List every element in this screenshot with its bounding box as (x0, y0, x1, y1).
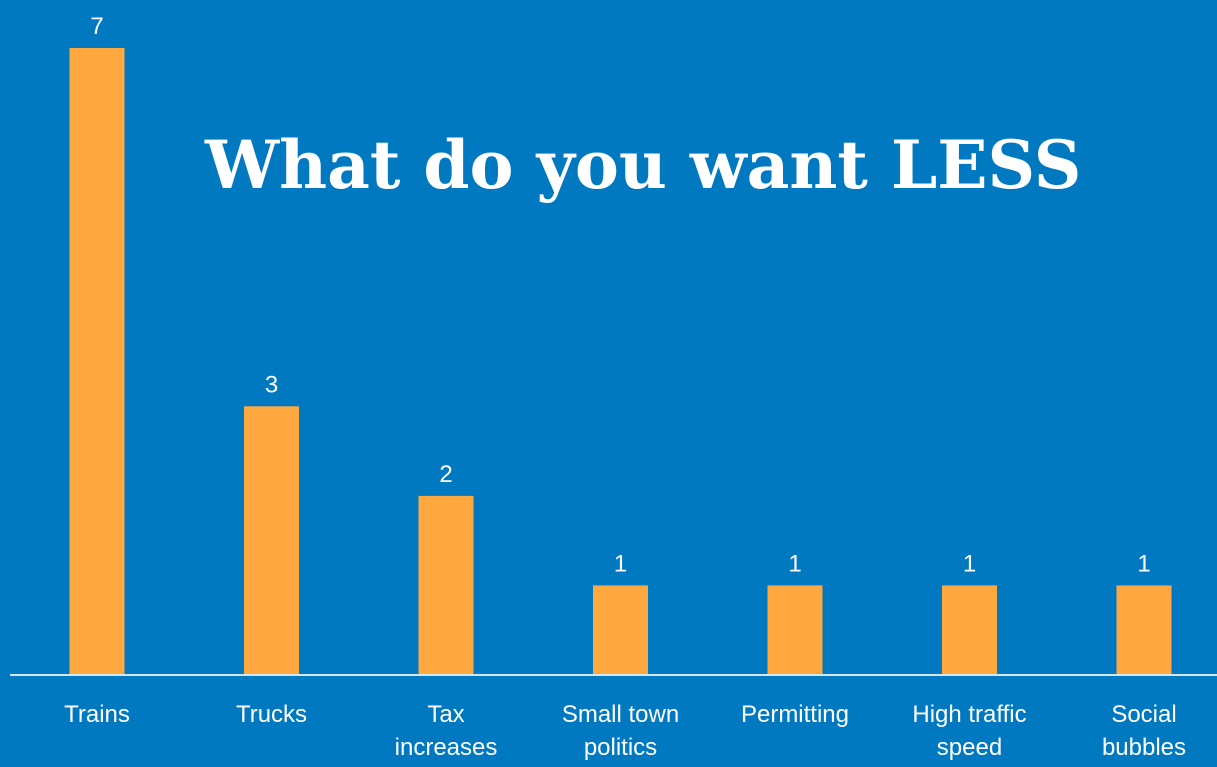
data-label: 1 (963, 550, 976, 577)
category-label: Tax increases (395, 701, 498, 761)
category-label-line: Trains (64, 701, 130, 728)
category-label: Permitting (741, 701, 849, 728)
data-label: 3 (265, 371, 278, 398)
category-label: Trucks (236, 701, 307, 728)
category-label: Trains (64, 701, 130, 728)
bar (593, 585, 648, 675)
category-label-line: Social (1111, 701, 1176, 728)
data-label: 1 (788, 550, 801, 577)
data-label: 1 (1137, 550, 1150, 577)
category-label-line: Trucks (236, 701, 307, 728)
category-label-line: speed (937, 734, 1002, 761)
category-label: Social bubbles (1102, 701, 1186, 761)
bar (69, 48, 125, 675)
category-label-line: bubbles (1102, 734, 1186, 761)
category-label: Small town politics (562, 701, 679, 761)
bar (244, 406, 299, 675)
category-label-line: Small town (562, 701, 679, 728)
category-label: High traffic speed (912, 701, 1026, 761)
category-label-line: High traffic (912, 701, 1026, 728)
data-label: 1 (614, 550, 627, 577)
labels-layer: 7 Trains 3 Trucks 2 Tax increases 1 Small town po… (64, 13, 1186, 761)
category-label-line: increases (395, 734, 498, 761)
data-label: 7 (90, 13, 103, 40)
data-label: 2 (439, 461, 452, 488)
bar (1116, 585, 1172, 675)
bar (767, 585, 823, 675)
bar (942, 585, 997, 675)
category-label-line: Tax (427, 701, 464, 728)
chart-title: What do you want LESS (205, 126, 1082, 204)
category-label-line: Permitting (741, 701, 849, 728)
bar (418, 495, 474, 675)
category-label-line: politics (584, 734, 657, 761)
bars-layer (69, 48, 1172, 675)
